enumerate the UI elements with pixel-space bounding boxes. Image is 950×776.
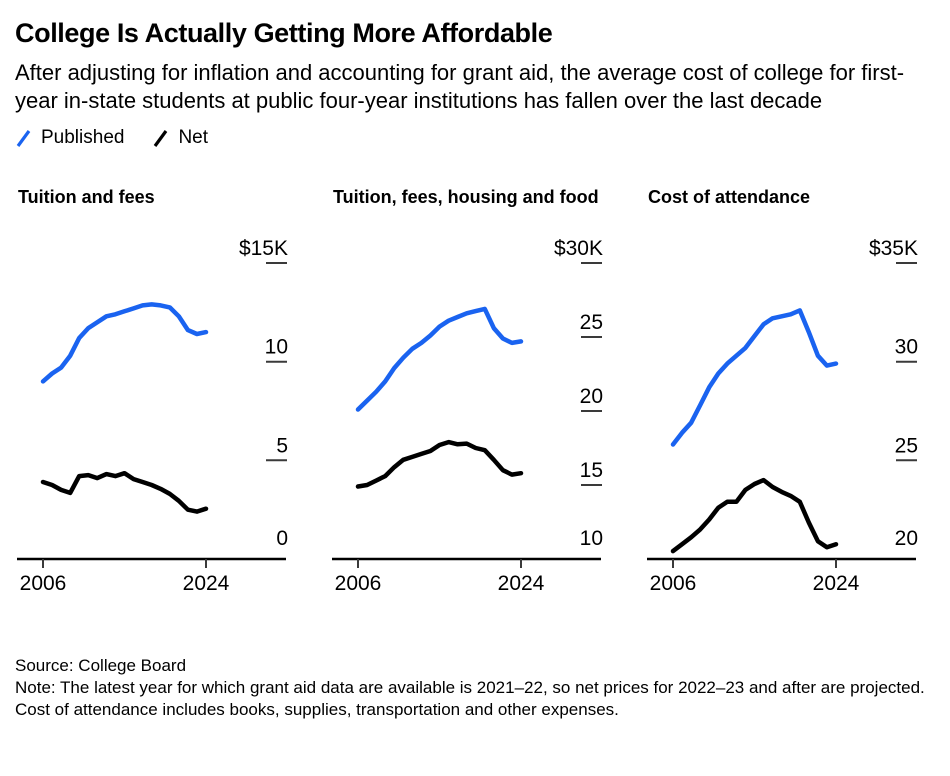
charts-row: Tuition and fees $15K 10 5 0 2006 2024 Tuitio… [15, 187, 935, 605]
x-tick-label: 2006 [20, 572, 67, 595]
chart-panel: Cost of attendance $35K 30 25 20 2006 2024 [645, 187, 950, 605]
y-tick-label: 25 [895, 434, 918, 457]
line-chart: $35K 30 25 20 2006 2024 [647, 237, 918, 595]
published-line [670, 308, 839, 447]
y-tick-label: 20 [580, 385, 603, 408]
net-line [355, 439, 524, 489]
x-tick-label: 2024 [498, 572, 545, 595]
x-tick-label: 2006 [650, 572, 697, 595]
y-tick-label: 25 [580, 311, 603, 334]
x-tick-label: 2024 [813, 572, 860, 595]
panel-title: Tuition, fees, housing and food [333, 187, 599, 207]
y-tick-label: 10 [580, 527, 603, 550]
line-chart: $15K 10 5 0 2006 2024 [17, 237, 288, 595]
y-tick-label: 15 [580, 459, 603, 482]
source-line: Source: College Board [15, 656, 187, 675]
chart-panel: Tuition, fees, housing and food $30K 25 20… [330, 187, 645, 605]
legend-label-published: Published [41, 127, 125, 148]
published-slash-icon [16, 129, 31, 147]
subtitle: After adjusting for inflation and accoun… [15, 60, 905, 113]
page-title: College Is Actually Getting More Afforda… [15, 18, 553, 48]
published-line [355, 306, 524, 412]
x-tick-label: 2006 [335, 572, 382, 595]
note-line: Note: The latest year for which grant ai… [15, 678, 925, 719]
y-tick-label: $30K [554, 237, 603, 260]
x-tick-label: 2024 [183, 572, 230, 595]
footer: Source: College Board Note: The latest y… [15, 655, 935, 721]
y-tick-label: 20 [895, 527, 918, 550]
panel-title: Tuition and fees [18, 187, 155, 207]
published-line [40, 302, 209, 384]
legend: Published Net [15, 127, 935, 149]
y-tick-label: $15K [239, 237, 288, 260]
y-tick-label: 10 [265, 336, 288, 359]
panel-title: Cost of attendance [648, 187, 811, 207]
y-tick-label: $35K [869, 237, 918, 260]
net-line [670, 477, 839, 554]
chart-panel: Tuition and fees $15K 10 5 0 2006 2024 [15, 187, 330, 605]
legend-item-published: Published [15, 127, 124, 149]
y-tick-label: 30 [895, 336, 918, 359]
y-tick-label: 5 [276, 434, 288, 457]
net-line [40, 470, 209, 514]
line-chart: $30K 25 20 15 10 2006 2024 [332, 237, 603, 595]
y-tick-label: 0 [276, 527, 288, 550]
legend-item-net: Net [152, 127, 208, 149]
net-slash-icon [154, 129, 168, 147]
legend-label-net: Net [178, 127, 209, 148]
